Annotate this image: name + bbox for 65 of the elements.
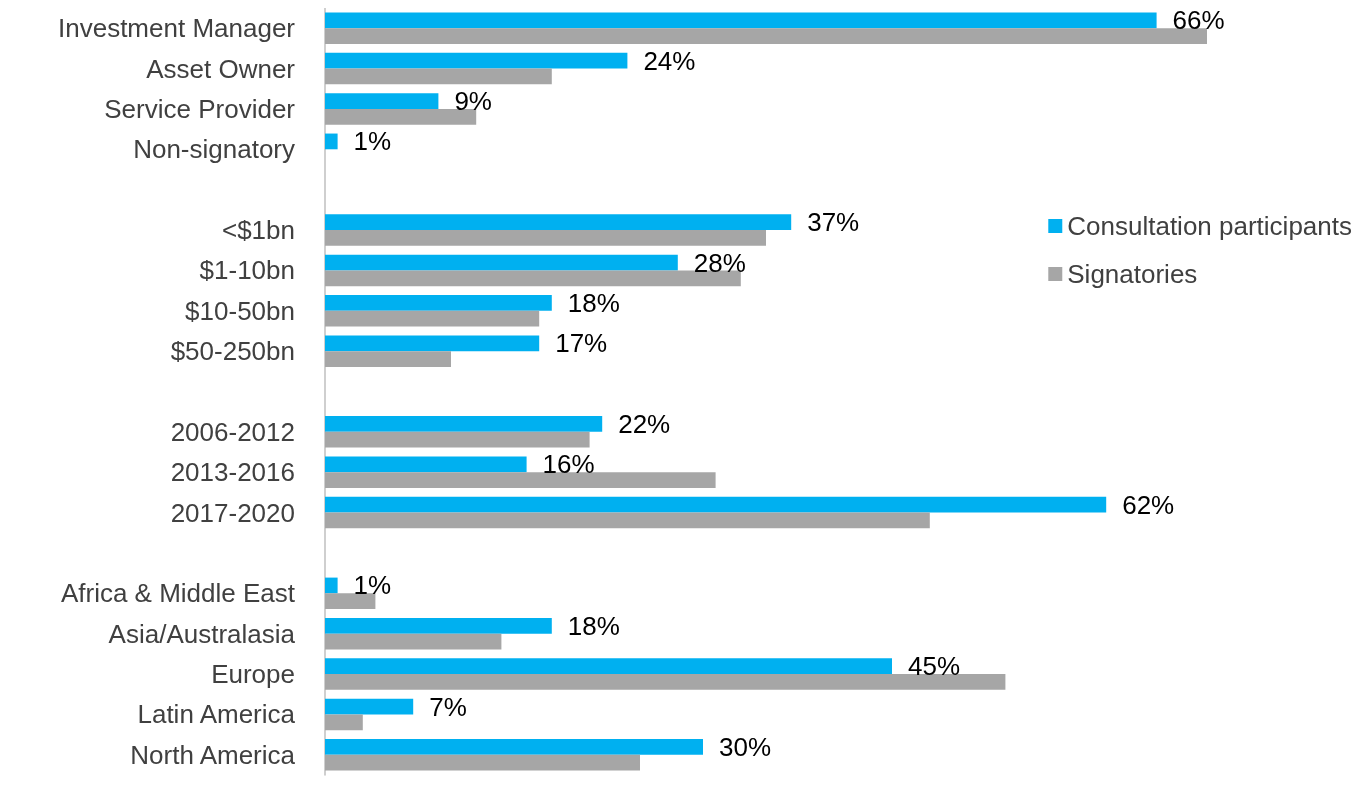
bar [325,714,363,731]
y-tick-label: 2017-2020 [170,497,295,528]
y-tick-label: $50-250bn [170,336,295,367]
y-tick-label: Africa & Middle East [60,578,296,609]
data-label: 18% [567,287,620,318]
bar [325,270,741,287]
bar [325,698,414,715]
y-tick-label: 2006-2012 [170,416,295,447]
bar [325,93,439,109]
data-label: 9% [454,86,492,117]
y-tick-label: $1-10bn [199,255,295,286]
bar [325,68,552,85]
bar [325,335,540,352]
data-label: 24% [643,45,696,76]
legend-label: Signatories [1067,259,1198,289]
data-label: 18% [567,610,620,641]
bar [325,512,930,529]
bar [325,472,716,488]
bar [325,496,1107,513]
y-tick-label: Non-signatory [133,134,295,165]
y-tick-label: Asset Owner [146,53,296,84]
y-tick-label: North America [130,739,296,770]
data-label: 7% [429,691,467,722]
bar [325,416,603,432]
bar [325,577,338,594]
bar [325,351,451,367]
bar [325,12,1157,29]
bar [325,617,552,634]
data-label: 17% [555,328,608,359]
data-label: 16% [542,449,595,480]
bar [325,230,766,246]
legend-label: Consultation participants [1067,211,1352,241]
bar [325,52,628,69]
bar [325,739,703,755]
y-tick-label: $10-50bn [185,295,295,326]
bar [325,674,1006,690]
bar [325,456,527,473]
data-label: 62% [1122,489,1175,520]
bar [325,214,792,231]
bar [325,108,477,125]
data-label: 1% [353,570,392,601]
data-label: 22% [618,409,671,439]
y-tick-label: <$1bn [221,215,295,246]
y-tick-label: Europe [211,659,295,690]
data-label: 30% [719,731,772,762]
y-tick-label: 2013-2016 [170,457,295,488]
data-label: 45% [908,651,961,682]
data-label: 37% [807,207,860,238]
bar [325,658,892,675]
y-tick-label: Latin America [137,699,296,730]
data-label: 66% [1172,5,1225,36]
y-tick-label: Service Provider [104,93,296,124]
bar [325,754,640,771]
y-tick-label: Investment Manager [57,13,296,44]
bar [325,254,678,271]
bar [325,310,540,327]
data-label: 1% [353,126,392,157]
bar [325,295,552,311]
bar [325,633,502,650]
data-label: 28% [693,247,746,278]
y-tick-label: Asia/Australasia [108,618,296,649]
bar [325,133,338,150]
bar [325,28,1207,44]
bar [325,593,376,610]
bar [325,431,590,448]
